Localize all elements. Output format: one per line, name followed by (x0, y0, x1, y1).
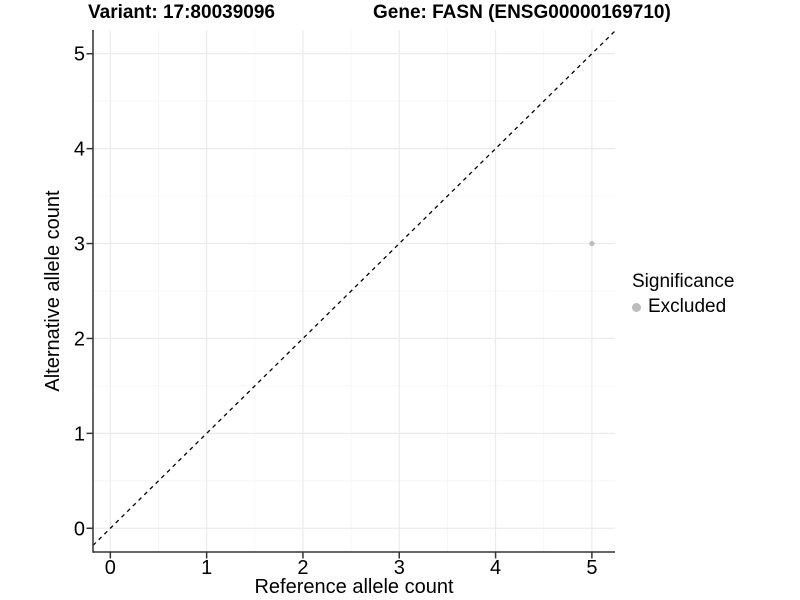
legend-item-excluded: Excluded (632, 296, 734, 319)
x-tick-label: 2 (297, 557, 308, 579)
y-tick-label: 1 (74, 423, 85, 445)
x-tick-label: 5 (586, 557, 597, 579)
y-tick-label: 4 (74, 139, 85, 161)
y-axis-title: Alternative allele count (42, 190, 64, 392)
x-axis-title: Reference allele count (254, 576, 454, 598)
x-tick-label: 3 (394, 557, 405, 579)
x-tick-label: 0 (105, 557, 116, 579)
y-tick-label: 2 (74, 328, 85, 350)
legend-point-icon (632, 302, 641, 312)
data-point (589, 240, 595, 247)
x-tick-label: 1 (201, 557, 212, 579)
legend-item-label: Excluded (648, 295, 727, 317)
legend-title: Significance (632, 271, 735, 292)
legend: Significance Excluded (632, 271, 734, 319)
variant-title: Variant: 17:80039096 (88, 2, 275, 23)
x-tick-label: 4 (490, 557, 501, 579)
y-tick-label: 5 (74, 44, 85, 66)
identity-reference-line (92, 30, 616, 546)
gene-title: Gene: FASN (ENSG00000169710) (373, 2, 671, 23)
y-tick-label: 3 (74, 234, 85, 256)
y-tick-label: 0 (74, 518, 85, 540)
